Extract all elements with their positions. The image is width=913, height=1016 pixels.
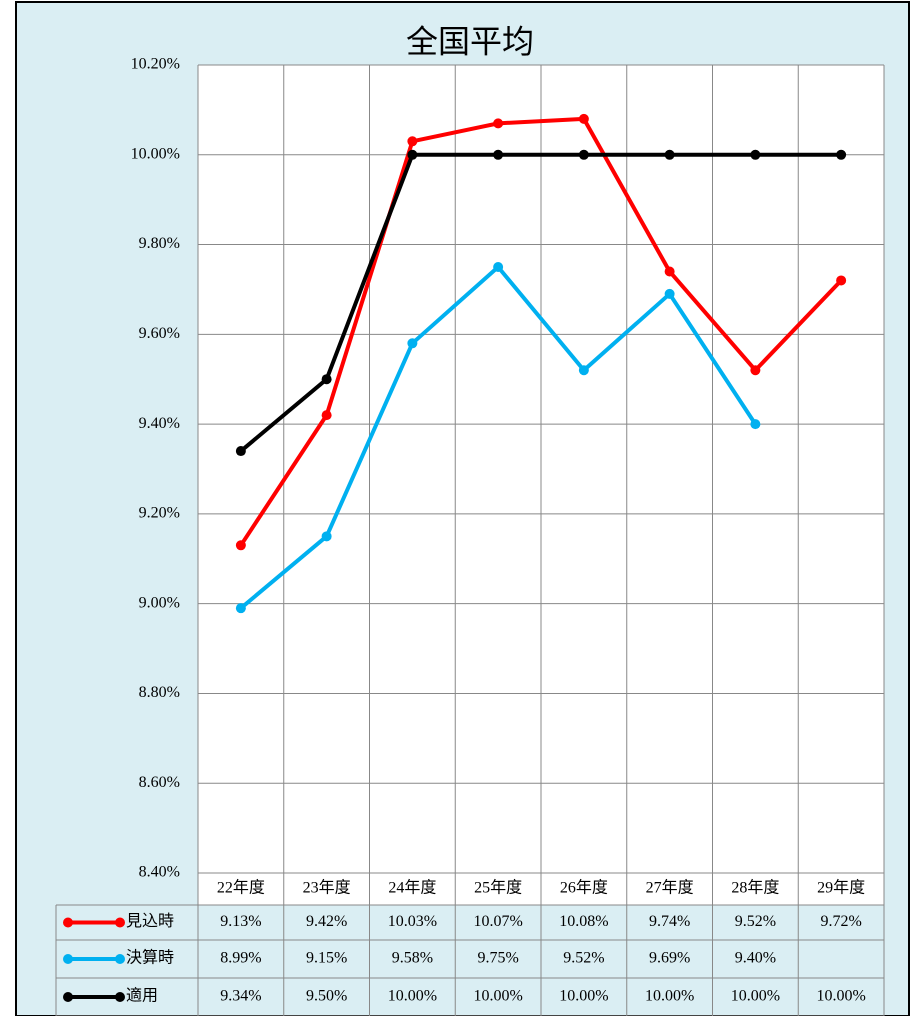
point <box>578 365 589 376</box>
table-cell: 10.00% <box>388 988 437 1005</box>
y-tick-label: 9.60% <box>139 325 180 342</box>
table-cell: 9.58% <box>392 950 433 967</box>
point <box>321 410 332 421</box>
x-tick-label: 22年度 <box>217 879 265 897</box>
point <box>321 531 332 542</box>
point <box>493 149 504 160</box>
legend-key <box>115 917 125 928</box>
x-tick-label: 26年度 <box>560 879 608 897</box>
point <box>578 113 589 124</box>
point <box>493 262 504 272</box>
table-cell: 9.42% <box>306 913 347 930</box>
table-cell: 10.07% <box>473 913 522 930</box>
point <box>750 149 761 160</box>
table-cell: 9.74% <box>649 913 690 930</box>
legend-key <box>115 992 125 1002</box>
point <box>407 149 418 160</box>
point <box>750 365 761 376</box>
x-tick-label: 29年度 <box>817 879 865 897</box>
y-tick-label: 8.60% <box>139 774 180 791</box>
chart-title: 全国平均 <box>406 23 534 59</box>
point <box>321 374 332 385</box>
table-cell: 10.00% <box>816 988 865 1005</box>
point <box>664 149 675 160</box>
y-tick-label: 10.20% <box>131 56 180 73</box>
table-cell: 9.69% <box>649 950 690 967</box>
x-tick-label: 28年度 <box>731 879 779 897</box>
x-tick-label: 23年度 <box>303 879 351 897</box>
x-tick-label: 25年度 <box>474 879 522 897</box>
legend-label: 見込時 <box>126 912 174 930</box>
table-cell: 9.34% <box>220 988 261 1005</box>
y-tick-label: 9.40% <box>139 415 180 432</box>
table-cell: 10.00% <box>559 988 608 1005</box>
legend-label: 適用 <box>126 987 158 1005</box>
point <box>407 338 418 349</box>
table-cell: 9.52% <box>563 950 604 967</box>
table-cell: 10.00% <box>731 988 780 1005</box>
point <box>235 540 246 551</box>
legend-key <box>115 954 125 964</box>
series-line <box>239 116 843 547</box>
legend-label: 決算時 <box>126 948 174 967</box>
table-cell: 8.99% <box>220 950 261 967</box>
legend-key <box>63 917 73 928</box>
point <box>578 149 589 160</box>
y-tick-label: 8.80% <box>139 684 180 701</box>
table-cell: 10.00% <box>473 988 522 1005</box>
table-cell: 9.75% <box>477 950 518 967</box>
point <box>235 603 246 614</box>
y-tick-label: 9.20% <box>139 505 180 522</box>
point <box>664 288 675 299</box>
table-cell: 9.52% <box>735 913 776 930</box>
table-cell: 10.03% <box>388 913 437 930</box>
table-cell: 9.15% <box>306 950 347 967</box>
table-cell: 10.08% <box>559 913 608 930</box>
point <box>750 419 761 430</box>
point <box>407 136 418 147</box>
y-tick-label: 10.00% <box>131 145 180 162</box>
y-tick-label: 8.40% <box>139 864 180 881</box>
point <box>664 266 675 277</box>
table-cell: 9.50% <box>306 988 347 1005</box>
table-cell: 9.40% <box>735 950 776 967</box>
legend-key <box>63 992 73 1002</box>
x-tick-label: 27年度 <box>646 879 694 897</box>
table-cell: 9.13% <box>220 913 261 930</box>
y-tick-label: 9.80% <box>139 235 180 252</box>
point <box>836 149 847 160</box>
series-line <box>239 152 842 453</box>
y-tick-label: 9.00% <box>139 594 180 611</box>
table-cell: 10.00% <box>645 988 694 1005</box>
table-cell: 9.72% <box>820 913 861 930</box>
point <box>235 446 246 457</box>
x-tick-label: 24年度 <box>388 879 436 897</box>
point <box>836 275 847 286</box>
point <box>493 118 504 129</box>
legend-key <box>63 954 73 964</box>
